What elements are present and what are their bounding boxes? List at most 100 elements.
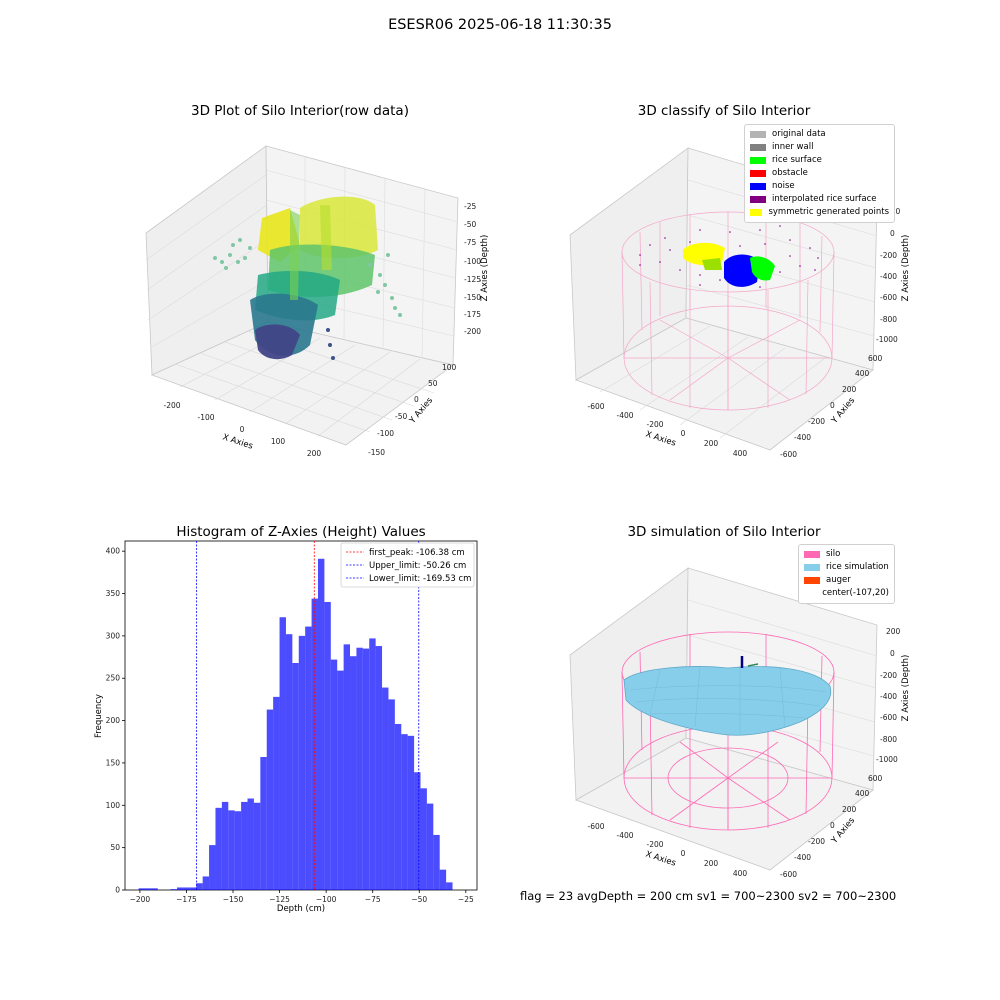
simulation-y-ticks: -600 -400 -200 0 200 400 600 — [780, 774, 883, 879]
classify-z-tick: -800 — [880, 315, 897, 324]
y-tick-label: 200 — [106, 716, 121, 725]
legend-item: noise — [750, 180, 889, 193]
legend-label: center(-107,20) — [822, 588, 889, 598]
histogram-bar — [330, 659, 338, 890]
classify-legend: original data inner wall rice surface ob… — [744, 124, 895, 223]
simulation-z-tick: -1000 — [876, 755, 898, 764]
raw-z-tick: -50 — [464, 220, 476, 229]
classify-x-label: X Axies — [644, 429, 677, 448]
histogram-bar — [388, 699, 395, 890]
simulation-y-tick: -200 — [808, 837, 825, 846]
histogram-chart: Histogram of Z-Axies (Height) Values −20… — [94, 524, 478, 914]
legend-lower-limit: Lower_limit: -169.53 cm — [369, 574, 471, 584]
histogram-title: Histogram of Z-Axies (Height) Values — [176, 524, 425, 540]
histogram-bar — [350, 656, 357, 890]
histogram-bar — [369, 638, 376, 890]
histogram-bar — [279, 617, 286, 890]
simulation-y-tick: -600 — [780, 870, 797, 879]
classify-z-tick: -200 — [880, 251, 897, 260]
simulation-x-ticks: -600 -400 -200 0 200 400 — [587, 822, 747, 878]
simulation-z-tick: 0 — [890, 649, 895, 658]
legend-swatch-noise — [750, 183, 766, 190]
legend-item: original data — [750, 128, 889, 141]
legend-swatch-auger — [804, 577, 820, 584]
x-tick-label: −150 — [223, 895, 244, 904]
classify-z-ticks: 200 0 -200 -400 -600 -800 -1000 — [876, 207, 901, 344]
histogram-bar — [273, 696, 280, 890]
simulation-z-tick: -400 — [880, 692, 897, 701]
histogram-bar — [266, 709, 274, 890]
histogram-bar — [375, 646, 383, 890]
legend-item: center(-107,20) — [804, 587, 889, 600]
histogram-bar — [343, 644, 351, 890]
simulation-y-tick: 0 — [830, 821, 835, 830]
legend-swatch-silo — [804, 551, 820, 558]
y-tick-label: 100 — [106, 801, 121, 810]
raw-y-tick: -50 — [395, 412, 407, 421]
classify-z-tick: -1000 — [876, 335, 898, 344]
histogram-bar — [317, 558, 325, 890]
histogram-bar — [362, 648, 370, 890]
histogram-bar — [183, 887, 190, 890]
simulation-plot-title: 3D simulation of Silo Interior — [627, 524, 821, 540]
legend-swatch-interpolated — [750, 196, 766, 203]
classify-rice-surface — [750, 256, 775, 281]
simulation-x-label: X Axies — [644, 849, 677, 868]
status-footer: flag = 23 avgDepth = 200 cm sv1 = 700~23… — [520, 889, 897, 903]
classify-z-label: Z Axies (Depth) — [901, 235, 911, 302]
simulation-x-tick: -400 — [616, 831, 633, 840]
histogram-bar — [305, 626, 312, 890]
classify-y-tick: 200 — [842, 385, 857, 394]
raw-z-tick: -175 — [464, 310, 481, 319]
classify-floor — [575, 317, 874, 451]
y-tick-label: 0 — [115, 886, 120, 895]
simulation-x-tick: -200 — [646, 840, 663, 849]
histogram-bar — [439, 869, 447, 890]
histogram-bar — [292, 662, 299, 890]
legend-swatch-rice-surface — [750, 157, 766, 164]
histogram-bar — [247, 798, 254, 890]
histogram-bars — [138, 558, 453, 890]
simulation-z-tick: -600 — [880, 713, 897, 722]
simulation-z-label: Z Axies (Depth) — [901, 655, 911, 722]
legend-label: interpolated rice surface — [772, 194, 877, 204]
legend-label: inner wall — [772, 142, 814, 152]
histogram-legend — [340, 542, 475, 588]
legend-swatch-center — [804, 590, 816, 597]
simulation-3d-plot: -600 -400 -200 0 200 400 -600 -400 -200 … — [569, 567, 911, 879]
raw-z-ticks: -25 -50 -75 -100 -125 -150 -175 -200 — [464, 202, 481, 336]
legend-item: obstacle — [750, 167, 889, 180]
histogram-x-label: Depth (cm) — [277, 904, 325, 914]
simulation-y-tick: -400 — [794, 853, 811, 862]
histogram-bar — [215, 807, 222, 890]
y-tick-label: 300 — [106, 631, 121, 640]
simulation-rice-surface — [623, 666, 832, 736]
legend-swatch-symmetric — [750, 209, 763, 216]
histogram-bar — [170, 889, 178, 890]
simulation-y-tick: 600 — [868, 774, 883, 783]
histogram-bar — [433, 834, 440, 890]
legend-item: auger — [804, 574, 889, 587]
raw-x-tick: 200 — [307, 449, 322, 458]
legend-item: rice simulation — [804, 561, 889, 574]
legend-item: symmetric generated points — [750, 206, 889, 219]
legend-item: rice surface — [750, 154, 889, 167]
raw-x-tick: 100 — [271, 437, 286, 446]
histogram-bar — [202, 876, 210, 890]
histogram-bar — [298, 635, 306, 890]
histogram-bar — [446, 882, 453, 890]
raw-y-tick: 100 — [442, 363, 457, 372]
raw-y-tick: 0 — [414, 395, 419, 404]
simulation-floor — [575, 737, 874, 871]
simulation-z-ticks: 200 0 -200 -400 -600 -800 -1000 — [876, 627, 901, 764]
x-tick-label: −75 — [365, 895, 381, 904]
histogram-bar — [253, 802, 261, 890]
classify-y-tick: -400 — [794, 433, 811, 442]
classify-y-tick: -200 — [808, 417, 825, 426]
histogram-bar — [394, 723, 402, 890]
figure-title: ESESR06 2025-06-18 11:30:35 — [388, 17, 612, 33]
histogram-bar — [420, 788, 427, 890]
simulation-x-tick: 200 — [704, 859, 719, 868]
histogram-bar — [145, 888, 152, 890]
histogram-bar — [382, 687, 389, 890]
